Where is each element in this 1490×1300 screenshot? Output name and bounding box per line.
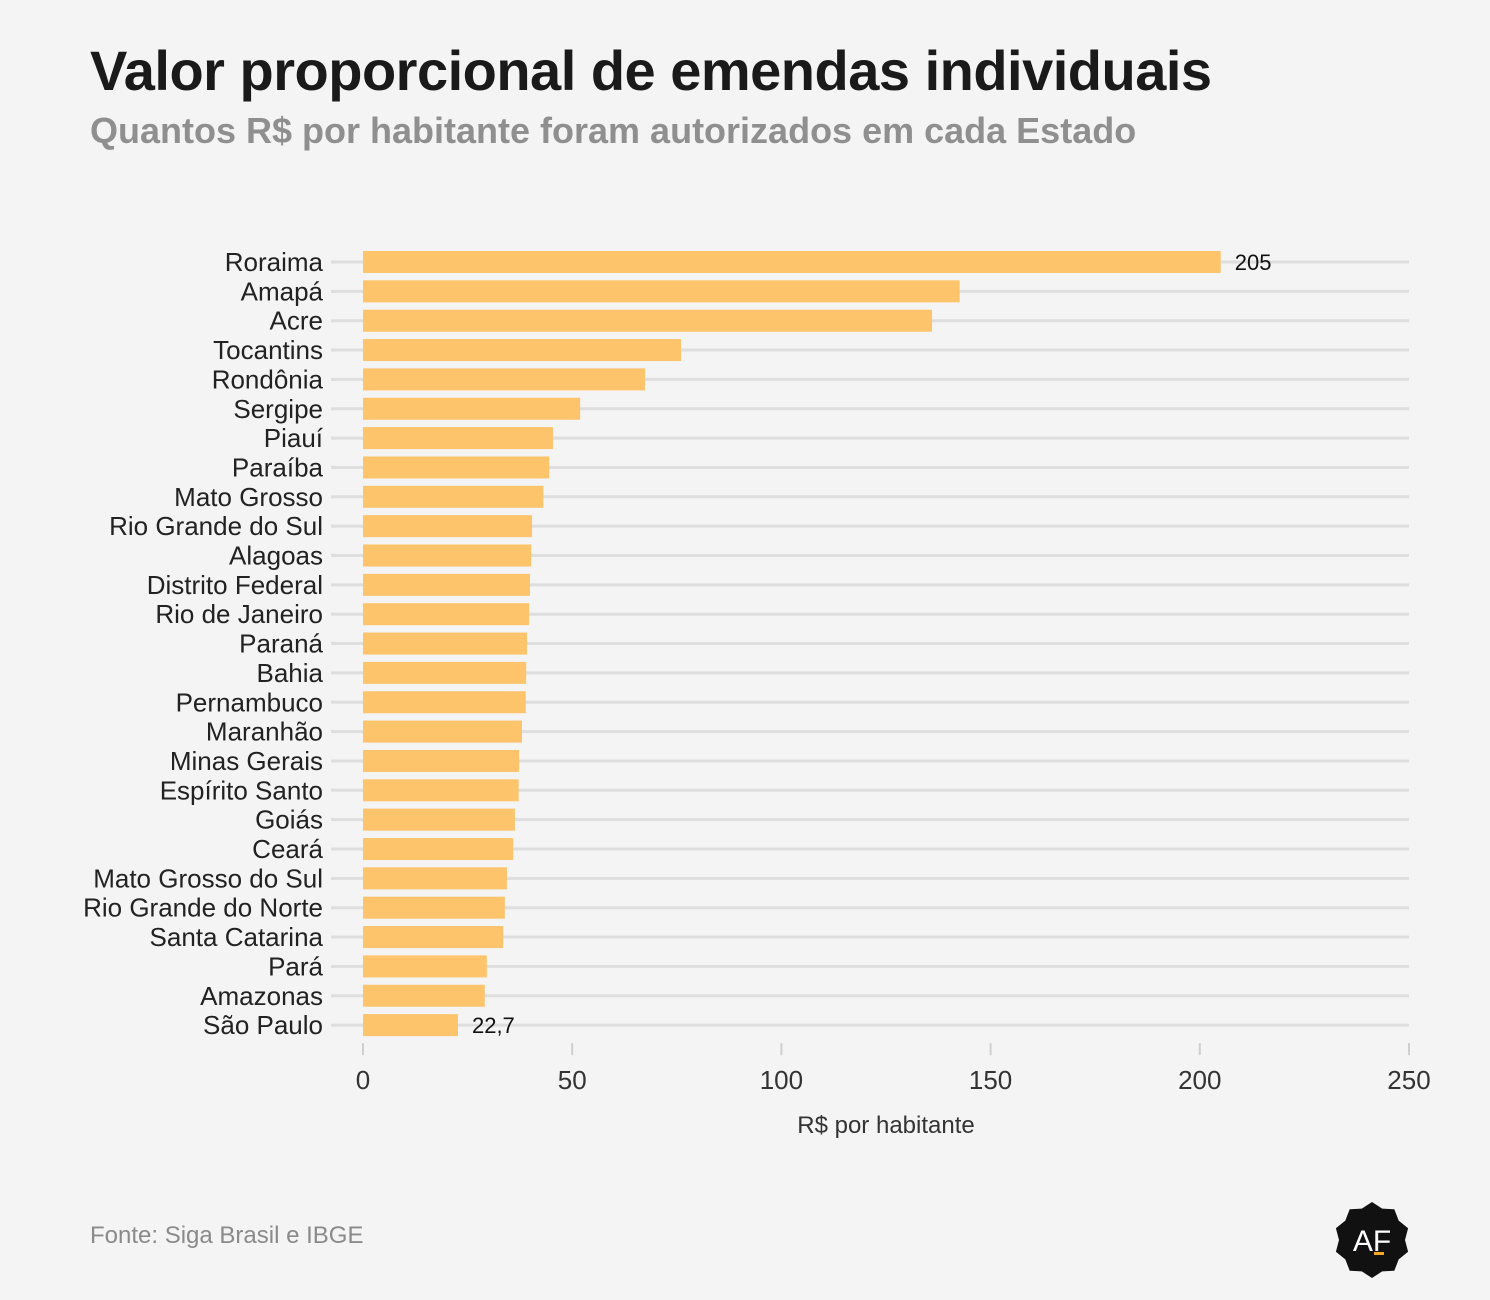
category-label: Pará: [268, 951, 323, 981]
category-label: Alagoas: [229, 541, 323, 571]
bar-17: [363, 749, 520, 772]
bar-15: [363, 691, 526, 714]
bar-2: [363, 309, 933, 332]
category-label: Espírito Santo: [160, 775, 323, 805]
x-tick-label: 150: [969, 1065, 1012, 1095]
category-label: Paraíba: [232, 452, 324, 482]
category-label: Acre: [270, 306, 323, 336]
x-tick-label: 100: [760, 1065, 803, 1095]
category-label: Piauí: [264, 423, 324, 453]
bar-25: [363, 984, 485, 1007]
logo-text: AF: [1353, 1225, 1391, 1258]
bar-22: [363, 896, 505, 919]
data-labels: 205 22,7: [472, 250, 1271, 1038]
bar-18: [363, 779, 519, 802]
bar-21: [363, 867, 507, 890]
category-label: Mato Grosso: [174, 482, 323, 512]
data-label: 22,7: [472, 1013, 515, 1038]
category-label: Roraima: [225, 247, 324, 277]
bar-20: [363, 838, 514, 860]
bar-16: [363, 720, 522, 743]
category-label: Mato Grosso do Sul: [93, 863, 323, 893]
bar-6: [363, 427, 553, 450]
category-label: Bahia: [257, 658, 324, 688]
category-label: Amapá: [241, 276, 324, 306]
x-tick-label: 0: [356, 1065, 370, 1095]
category-label: Rio de Janeiro: [155, 599, 323, 629]
category-label: Distrito Federal: [147, 570, 323, 600]
bar-14: [363, 661, 527, 684]
bar-24: [363, 955, 487, 978]
bars: [363, 251, 1221, 1037]
logo-badge-shape: [1335, 1202, 1409, 1278]
category-label: Tocantins: [213, 335, 323, 365]
category-label: Goiás: [255, 805, 323, 835]
bar-23: [363, 926, 504, 949]
chart-subtitle: Quantos R$ por habitante foram autorizad…: [90, 110, 1137, 151]
category-label: Rondônia: [212, 364, 324, 394]
bar-8: [363, 485, 544, 508]
category-label: Paraná: [239, 629, 323, 659]
bar-4: [363, 368, 646, 391]
bar-7: [363, 456, 550, 479]
bar-19: [363, 808, 515, 831]
data-label: 205: [1235, 250, 1272, 275]
bar-12: [363, 603, 530, 626]
category-label: Pernambuco: [176, 687, 323, 717]
chart-title: Valor proporcional de emendas individuai…: [90, 39, 1212, 102]
category-label: Rio Grande do Sul: [109, 511, 323, 541]
bar-9: [363, 515, 533, 538]
x-tick-label: 50: [558, 1065, 587, 1095]
category-label: Ceará: [252, 834, 323, 864]
bar-1: [363, 280, 960, 303]
bar-13: [363, 632, 528, 655]
category-label: Amazonas: [200, 981, 323, 1011]
x-tick-label: 200: [1178, 1065, 1221, 1095]
category-label: Rio Grande do Norte: [83, 893, 323, 923]
category-label: Santa Catarina: [150, 922, 324, 952]
bar-3: [363, 339, 681, 362]
logo-accent-mark: [1374, 1252, 1384, 1255]
bar-0: [363, 251, 1221, 273]
bar-11: [363, 573, 530, 596]
source-note: Fonte: Siga Brasil e IBGE: [90, 1222, 364, 1249]
bar-chart: RoraimaAmapáAcreTocantinsRondôniaSergipe…: [83, 247, 1431, 1139]
agencia-logo-icon: AF: [1335, 1202, 1409, 1278]
bar-5: [363, 397, 581, 420]
category-label: Sergipe: [233, 394, 323, 424]
bar-10: [363, 544, 532, 567]
category-label: São Paulo: [203, 1010, 323, 1040]
bar-26: [363, 1014, 458, 1037]
x-tick-label: 250: [1387, 1065, 1430, 1095]
x-axis-label: R$ por habitante: [797, 1112, 974, 1139]
category-label: Minas Gerais: [170, 746, 323, 776]
category-labels: RoraimaAmapáAcreTocantinsRondôniaSergipe…: [83, 247, 324, 1040]
category-label: Maranhão: [206, 717, 323, 747]
x-axis: 0 50 100 150 200 250 R$ por habitante: [356, 1043, 1431, 1139]
